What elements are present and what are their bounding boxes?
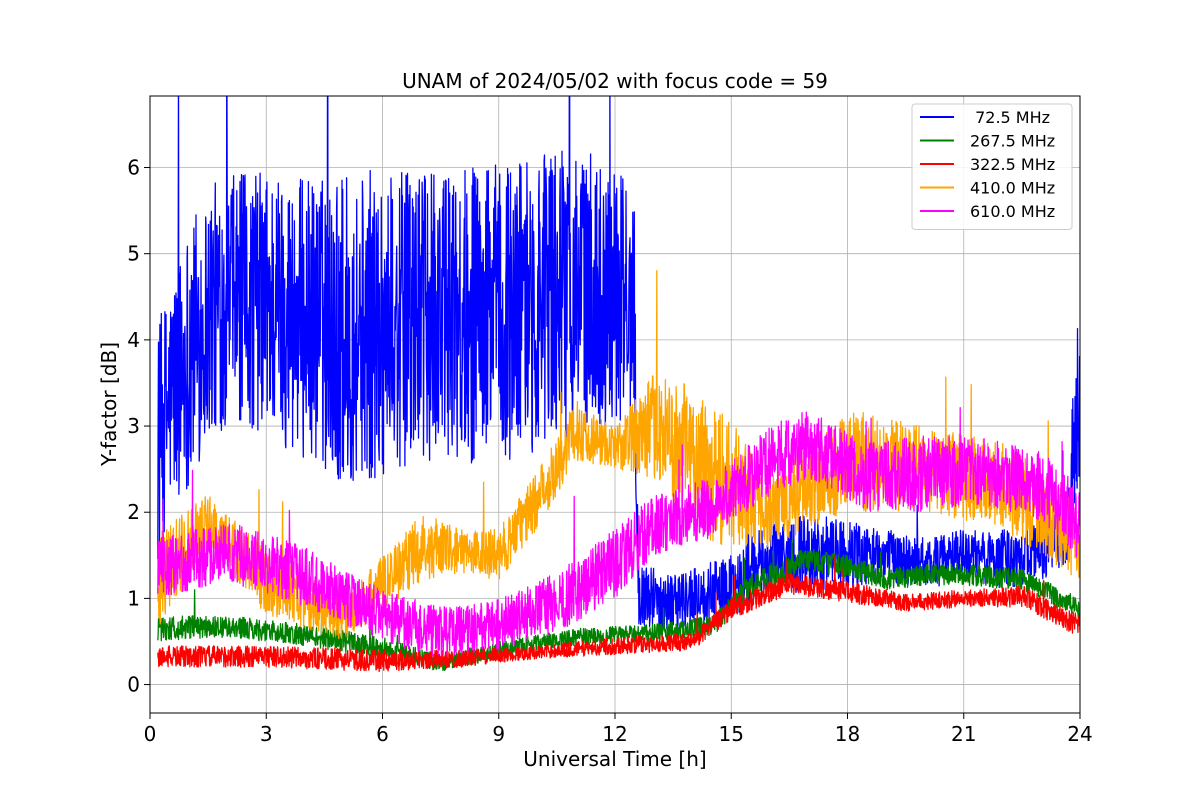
y-tick-label: 3: [127, 414, 140, 438]
series-line: [157, 96, 1080, 632]
y-tick-label: 4: [127, 328, 140, 352]
y-tick-label: 0: [127, 673, 140, 697]
y-axis-label: Y-factor [dB]: [97, 342, 121, 467]
x-tick-label: 9: [492, 722, 505, 746]
y-tick-label: 2: [127, 500, 140, 524]
y-tick-label: 6: [127, 156, 140, 180]
x-tick-label: 18: [835, 722, 860, 746]
x-tick-label: 6: [376, 722, 389, 746]
legend-label: 410.0 MHz: [970, 179, 1055, 198]
plot-area: [157, 96, 1080, 673]
x-tick-label: 24: [1067, 722, 1092, 746]
x-tick-label: 15: [719, 722, 744, 746]
x-tick-label: 3: [260, 722, 273, 746]
y-tick-label: 1: [127, 586, 140, 610]
x-tick-label: 12: [602, 722, 627, 746]
legend-label: 267.5 MHz: [970, 132, 1055, 151]
x-tick-label: 21: [951, 722, 976, 746]
x-axis-label: Universal Time [h]: [523, 747, 706, 771]
legend-label: 72.5 MHz: [970, 108, 1050, 127]
y-tick-label: 5: [127, 242, 140, 266]
legend: 72.5 MHz 267.5 MHz 322.5 MHz 410.0 MHz 610.0…: [911, 103, 1073, 230]
chart-title: UNAM of 2024/05/02 with focus code = 59: [402, 69, 828, 93]
legend-box: [911, 103, 1073, 230]
series-line: [157, 407, 1080, 658]
series-line: [157, 555, 1080, 673]
series-line: [157, 539, 1080, 672]
x-tick-label: 0: [144, 722, 157, 746]
legend-label: 610.0 MHz: [970, 202, 1055, 221]
legend-label: 322.5 MHz: [970, 155, 1055, 174]
